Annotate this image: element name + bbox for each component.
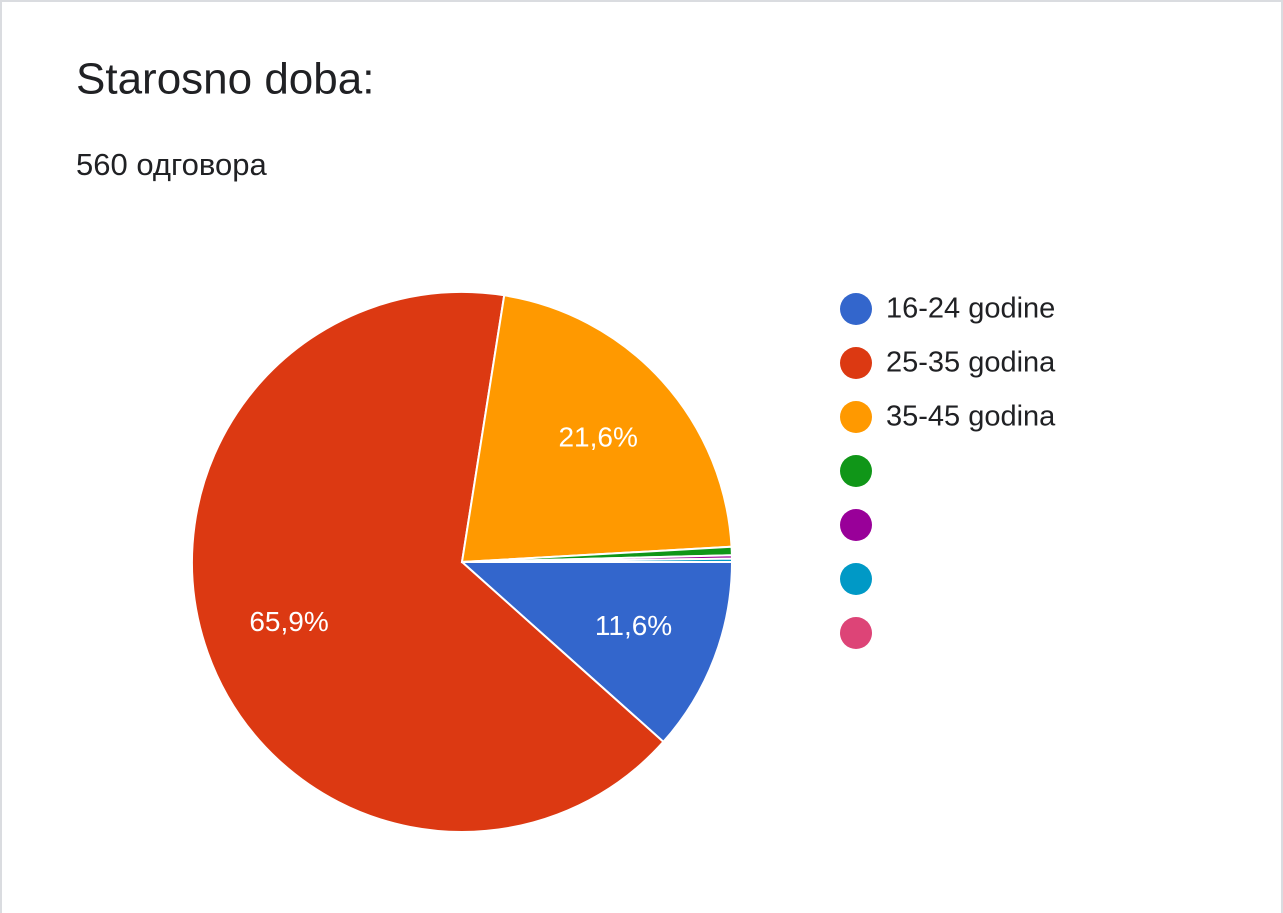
legend-marker	[840, 455, 872, 487]
chart-title: Starosno doba:	[76, 55, 374, 104]
legend-marker	[840, 401, 872, 433]
legend-marker	[840, 347, 872, 379]
slice-label: 21,6%	[558, 421, 637, 452]
pie-slice	[460, 294, 733, 564]
legend-marker	[840, 617, 872, 649]
slice-label: 65,9%	[249, 606, 328, 637]
legend-marker	[840, 509, 872, 541]
chart-subtitle: 560 одговора	[76, 147, 267, 182]
pie-slice	[459, 561, 734, 744]
legend-marker	[840, 293, 872, 325]
pie-slice	[191, 291, 665, 833]
legend-marker	[840, 563, 872, 595]
legend-label: 25-35 godina	[886, 347, 1056, 379]
pie-slice	[461, 557, 734, 563]
legend-label: 16-24 godine	[886, 293, 1055, 325]
slice-label: 11,6%	[595, 610, 672, 641]
legend-label: 35-45 godina	[886, 401, 1056, 433]
